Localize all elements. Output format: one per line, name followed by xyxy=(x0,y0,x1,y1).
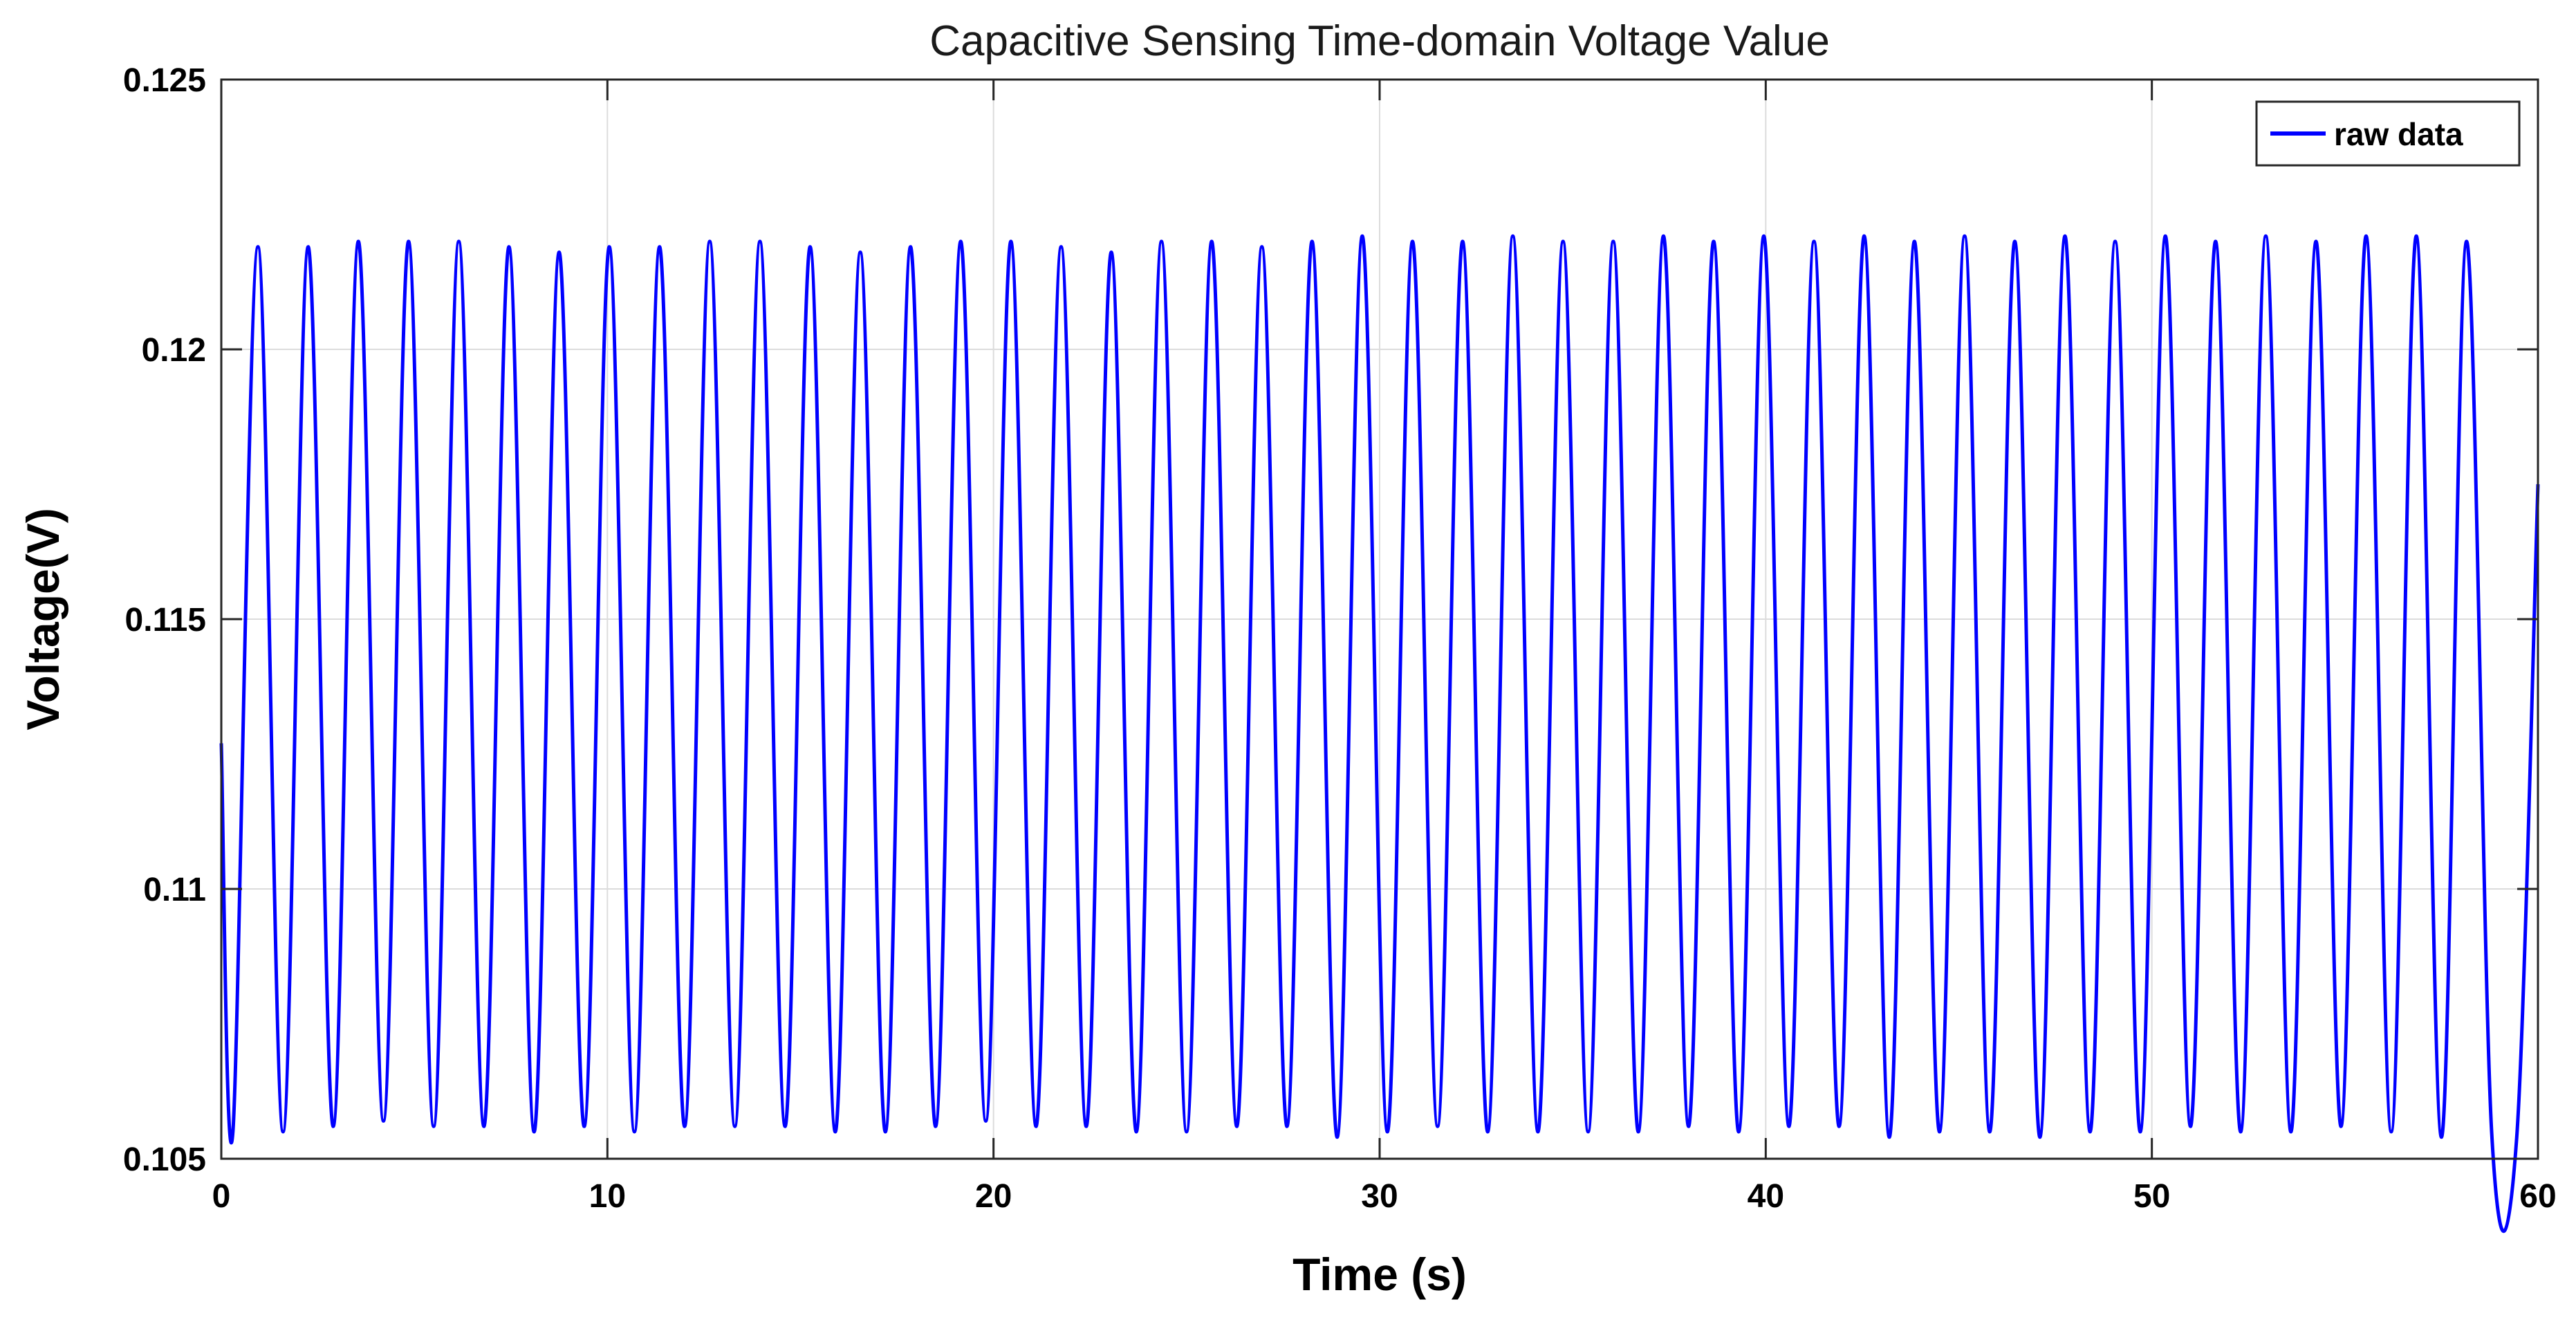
series-layer xyxy=(219,234,2540,1233)
y-tick-label: 0.12 xyxy=(142,332,206,369)
x-tick-label: 20 xyxy=(975,1178,1012,1215)
legend: raw data xyxy=(2255,100,2521,167)
x-tick-label: 40 xyxy=(1748,1178,1784,1215)
grid-lines xyxy=(221,80,2538,1159)
y-tick-label: 0.105 xyxy=(123,1141,206,1178)
chart-title: Capacitive Sensing Time-domain Voltage V… xyxy=(929,17,1830,65)
legend-label-raw-data: raw data xyxy=(2334,116,2463,152)
x-tick-label: 30 xyxy=(1361,1178,1398,1215)
x-axis-label: Time (s) xyxy=(1292,1249,1467,1300)
x-tick-label: 50 xyxy=(2133,1178,2170,1215)
x-tick-label: 0 xyxy=(212,1178,231,1215)
series-line-raw-data xyxy=(219,234,2540,1233)
x-tick-label: 10 xyxy=(589,1178,626,1215)
y-tick-label: 0.11 xyxy=(143,872,206,908)
y-tick-label: 0.115 xyxy=(125,602,206,639)
y-axis-label: Voltage(V) xyxy=(17,508,68,730)
x-tick-label: 60 xyxy=(2519,1178,2556,1215)
axis-ticks: 0 10 20 30 40 50 60 0.105 0.11 0.115 0.12 0.125 xyxy=(123,62,2557,1215)
y-tick-label: 0.125 xyxy=(123,62,206,99)
